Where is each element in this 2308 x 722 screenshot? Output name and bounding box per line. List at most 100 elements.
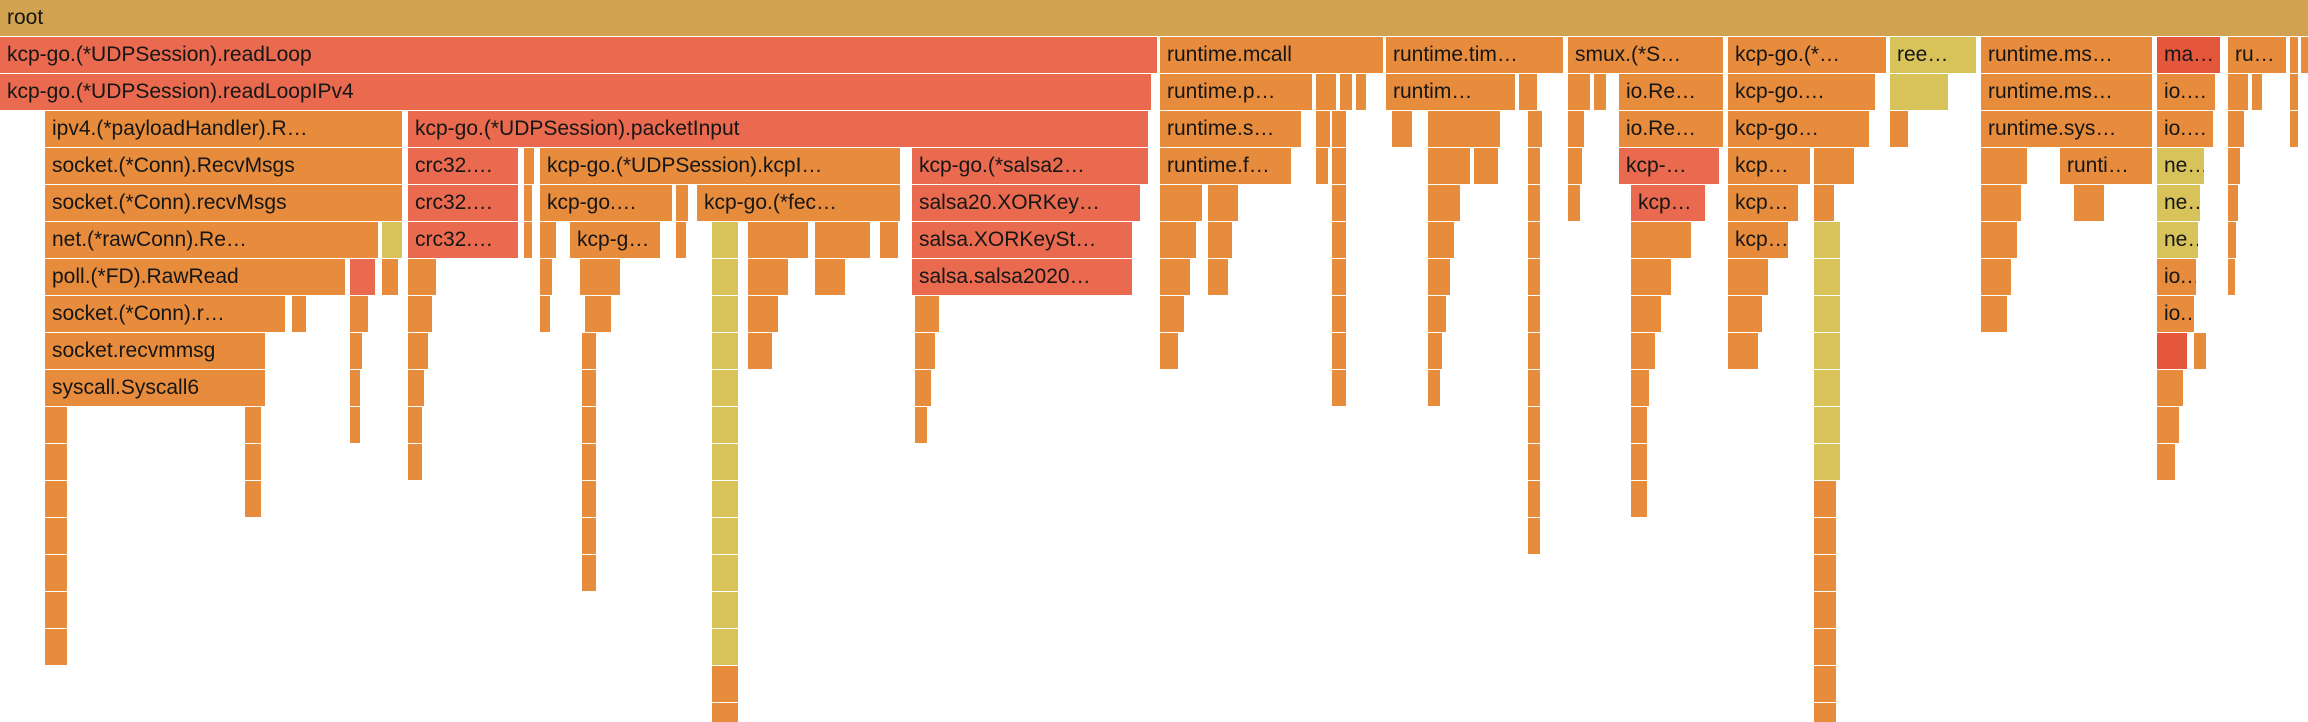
flame-frame[interactable]: runtime.sys… xyxy=(1981,111,2152,147)
flame-frame[interactable] xyxy=(1631,222,1691,258)
flame-frame[interactable] xyxy=(408,296,432,332)
flame-frame[interactable]: io.… xyxy=(2157,111,2213,147)
flame-frame[interactable] xyxy=(2157,333,2187,369)
flame-frame[interactable] xyxy=(45,555,67,591)
flame-frame[interactable] xyxy=(1631,259,1671,295)
flame-frame[interactable]: ne… xyxy=(2157,222,2198,258)
flame-frame[interactable] xyxy=(1332,259,1346,295)
flame-frame[interactable] xyxy=(1631,296,1661,332)
flame-frame[interactable] xyxy=(748,333,772,369)
flame-frame[interactable] xyxy=(1428,296,1446,332)
flame-frame[interactable] xyxy=(1528,481,1540,517)
flame-frame[interactable]: ma… xyxy=(2157,37,2220,73)
flame-frame[interactable] xyxy=(408,444,422,480)
flame-frame[interactable] xyxy=(1814,592,1836,628)
flame-frame[interactable] xyxy=(1568,74,1590,110)
flame-frame[interactable]: net.(*rawConn).Re… xyxy=(45,222,378,258)
flame-frame[interactable] xyxy=(1814,148,1854,184)
flame-frame[interactable] xyxy=(2301,37,2308,73)
flame-frame[interactable] xyxy=(2157,407,2179,443)
flame-frame[interactable]: salsa.salsa2020… xyxy=(912,259,1132,295)
flame-frame[interactable] xyxy=(1631,370,1649,406)
flame-frame[interactable] xyxy=(1428,111,1500,147)
flame-frame[interactable] xyxy=(1728,296,1762,332)
flame-frame[interactable]: socket.(*Conn).r… xyxy=(45,296,285,332)
flame-frame[interactable]: kcp-go.(*UDPSession).packetInput xyxy=(408,111,1148,147)
flame-frame[interactable] xyxy=(580,259,620,295)
flame-frame[interactable] xyxy=(2228,148,2240,184)
flame-frame[interactable] xyxy=(2228,111,2244,147)
flame-frame[interactable]: kcp-go.… xyxy=(540,185,672,221)
flame-frame[interactable]: io.… xyxy=(2157,296,2194,332)
flame-frame[interactable] xyxy=(1528,518,1540,554)
flame-frame[interactable] xyxy=(2157,370,2183,406)
flame-frame[interactable] xyxy=(582,333,596,369)
flame-frame[interactable] xyxy=(2074,185,2104,221)
flame-frame[interactable]: kcp-go.(*UDPSession).kcpI… xyxy=(540,148,900,184)
flame-frame[interactable]: runtime.s… xyxy=(1160,111,1301,147)
flame-frame[interactable] xyxy=(1332,296,1346,332)
flame-frame[interactable] xyxy=(1814,703,1836,722)
flame-frame[interactable] xyxy=(524,185,532,221)
flame-frame[interactable] xyxy=(245,481,261,517)
flame-frame[interactable]: runtime.ms… xyxy=(1981,37,2152,73)
flame-frame[interactable]: root xyxy=(0,0,2308,36)
flame-frame[interactable]: io.… xyxy=(2157,259,2196,295)
flame-frame[interactable] xyxy=(712,407,738,443)
flame-frame[interactable] xyxy=(582,370,596,406)
flame-frame[interactable] xyxy=(45,592,67,628)
flame-frame[interactable]: ne… xyxy=(2157,185,2200,221)
flame-frame[interactable]: kcp-go.… xyxy=(1728,74,1875,110)
flame-frame[interactable] xyxy=(2290,37,2298,73)
flame-frame[interactable] xyxy=(1340,74,1352,110)
flame-frame[interactable] xyxy=(1528,259,1540,295)
flame-frame[interactable] xyxy=(1332,370,1346,406)
flame-frame[interactable] xyxy=(1814,555,1836,591)
flame-frame[interactable] xyxy=(1208,222,1232,258)
flame-frame[interactable] xyxy=(676,185,688,221)
flame-frame[interactable]: socket.(*Conn).RecvMsgs xyxy=(45,148,402,184)
flame-frame[interactable] xyxy=(1981,296,2007,332)
flame-frame[interactable] xyxy=(1316,74,1336,110)
flame-frame[interactable]: poll.(*FD).RawRead xyxy=(45,259,345,295)
flame-frame[interactable] xyxy=(1814,370,1840,406)
flame-frame[interactable] xyxy=(748,222,808,258)
flame-frame[interactable] xyxy=(2228,74,2248,110)
flame-frame[interactable]: crc32.… xyxy=(408,222,518,258)
flame-frame[interactable] xyxy=(712,296,738,332)
flame-frame[interactable] xyxy=(2157,444,2175,480)
flame-frame[interactable] xyxy=(582,555,596,591)
flame-frame[interactable] xyxy=(1528,185,1540,221)
flame-frame[interactable] xyxy=(1528,444,1540,480)
flame-frame[interactable] xyxy=(408,333,428,369)
flame-frame[interactable]: io.Re… xyxy=(1619,111,1723,147)
flame-frame[interactable] xyxy=(712,703,738,722)
flame-frame[interactable] xyxy=(1208,259,1228,295)
flame-frame[interactable] xyxy=(1528,407,1540,443)
flame-frame[interactable] xyxy=(1474,148,1498,184)
flame-frame[interactable] xyxy=(1631,481,1647,517)
flame-frame[interactable] xyxy=(1332,185,1346,221)
flame-frame[interactable] xyxy=(1428,370,1440,406)
flame-frame[interactable]: smux.(*S… xyxy=(1568,37,1723,73)
flame-frame[interactable] xyxy=(1814,259,1840,295)
flame-frame[interactable] xyxy=(1428,148,1470,184)
flame-frame[interactable]: salsa20.XORKey… xyxy=(912,185,1140,221)
flame-frame[interactable] xyxy=(1981,222,2017,258)
flame-frame[interactable] xyxy=(1519,74,1537,110)
flame-frame[interactable]: kcp-go.(*… xyxy=(1728,37,1886,73)
flame-frame[interactable] xyxy=(350,296,368,332)
flame-frame[interactable] xyxy=(1728,333,1758,369)
flame-frame[interactable] xyxy=(524,148,534,184)
flame-frame[interactable]: runtime.tim… xyxy=(1386,37,1563,73)
flame-frame[interactable] xyxy=(292,296,306,332)
flame-frame[interactable] xyxy=(350,333,362,369)
flame-frame[interactable]: runti… xyxy=(2060,148,2152,184)
flame-frame[interactable]: salsa.XORKeySt… xyxy=(912,222,1132,258)
flame-frame[interactable] xyxy=(585,296,611,332)
flame-frame[interactable]: kcp… xyxy=(1728,185,1798,221)
flame-frame[interactable] xyxy=(712,370,738,406)
flame-frame[interactable] xyxy=(1890,74,1948,110)
flame-frame[interactable] xyxy=(1814,296,1840,332)
